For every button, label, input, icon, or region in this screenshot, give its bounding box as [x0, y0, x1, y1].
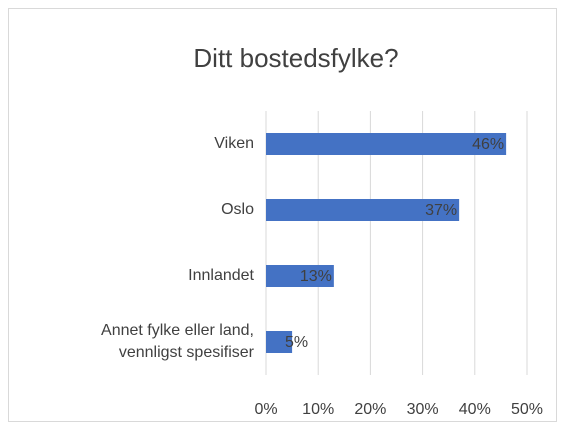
- y-tick-label-box: Annet fylke eller land, vennligst spesif…: [101, 322, 254, 361]
- bar: [266, 331, 293, 353]
- y-tick-label-box: Viken: [214, 135, 254, 152]
- x-tick-label: 50%: [511, 401, 543, 418]
- x-tick-label: 30%: [407, 401, 439, 418]
- bar: [266, 265, 334, 287]
- x-tick-label: 0%: [254, 401, 277, 418]
- y-tick-label: Annet fylke eller land, vennligst spesif…: [101, 322, 254, 361]
- x-tick-label: 40%: [459, 401, 491, 418]
- y-tick-label-box: Innlandet: [188, 267, 254, 284]
- y-tick-label: Innlandet: [188, 267, 254, 284]
- y-tick-label: Viken: [214, 135, 254, 152]
- y-tick-label: Oslo: [221, 201, 254, 218]
- data-label: 5%: [285, 334, 308, 351]
- bar: [266, 133, 507, 155]
- data-label: 37%: [425, 202, 457, 219]
- x-tick-label: 10%: [302, 401, 334, 418]
- x-tick-label: 20%: [354, 401, 386, 418]
- y-tick-label-box: Oslo: [221, 201, 254, 218]
- data-label: 13%: [300, 268, 332, 285]
- chart-title: Ditt bostedsfylke?: [193, 43, 398, 73]
- data-label: 46%: [472, 136, 504, 153]
- bar: [266, 199, 460, 221]
